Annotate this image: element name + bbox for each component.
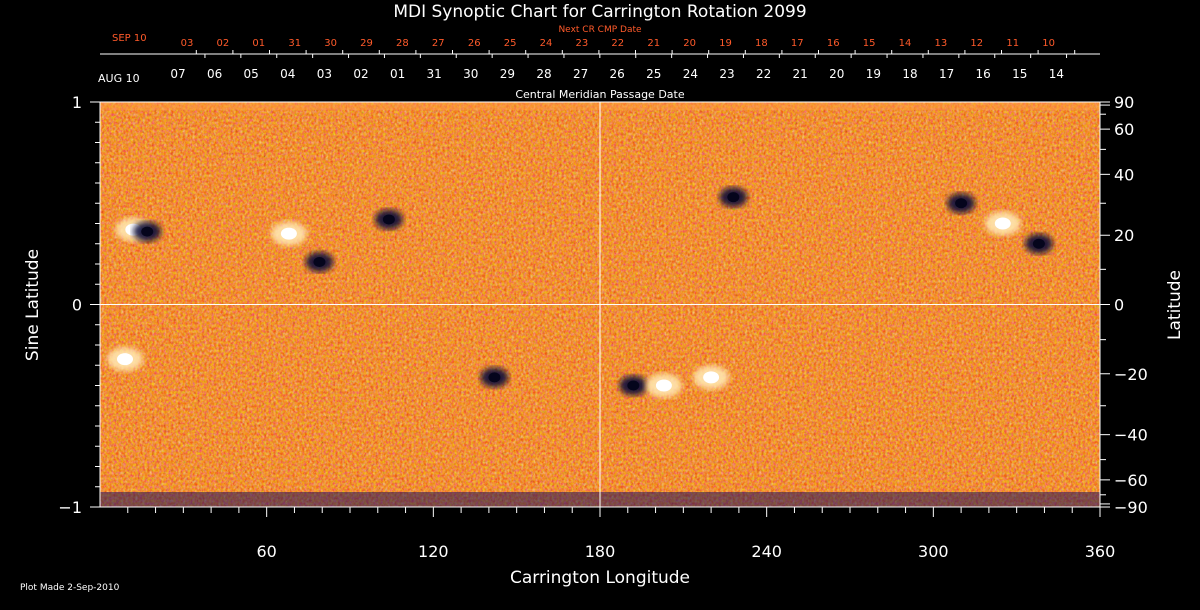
date-label: 02 — [353, 67, 368, 81]
date-label: 19 — [719, 38, 732, 49]
primary-axis-label: Central Meridian Passage Date — [515, 88, 684, 101]
negative-flux-core — [488, 372, 501, 383]
date-label: 22 — [611, 38, 624, 49]
date-label: 18 — [755, 38, 768, 49]
x-axis-ticks: 60 120 180 240 300 360 — [127, 507, 1116, 561]
secondary-axis-ticks: 03 02 01 31 30 29 28 27 26 25 24 23 22 21 20 19 18 17 16 15… — [181, 38, 1068, 58]
x-tick-label: 240 — [751, 542, 782, 561]
x-tick-label: 360 — [1085, 542, 1116, 561]
negative-flux-core — [627, 380, 640, 391]
date-label: 29 — [500, 67, 515, 81]
right-y-tick-label: 0 — [1114, 296, 1124, 315]
date-label: 22 — [756, 67, 771, 81]
left-y-tick-label: 0 — [72, 296, 82, 315]
left-y-tick-label: −1 — [58, 498, 82, 517]
secondary-axis-label: Next CR CMP Date — [558, 25, 642, 35]
x-tick-label: 60 — [256, 542, 276, 561]
date-label: 21 — [793, 67, 808, 81]
date-label: 16 — [827, 38, 840, 49]
date-label: 04 — [280, 67, 295, 81]
date-label: 26 — [468, 38, 481, 49]
date-label: 31 — [427, 67, 442, 81]
left-y-axis-ticks: −1 0 1 — [58, 93, 100, 517]
left-y-axis-label: Sine Latitude — [23, 249, 43, 361]
date-label: 17 — [939, 67, 954, 81]
date-label: 14 — [1049, 67, 1064, 81]
date-label: 10 — [1042, 38, 1055, 49]
primary-axis-ticks: 07 06 05 04 03 02 01 31 30 29 28 27 26 25 24 23 22 21 20 19… — [170, 50, 1076, 81]
date-label: 06 — [207, 67, 222, 81]
date-label: 15 — [863, 38, 876, 49]
positive-flux-core — [994, 217, 1011, 230]
date-label: 20 — [829, 67, 844, 81]
right-y-tick-label: 60 — [1114, 120, 1134, 139]
date-label: 23 — [719, 67, 734, 81]
date-label: 23 — [576, 38, 589, 49]
negative-flux-core — [1032, 238, 1045, 249]
date-label: 01 — [252, 38, 265, 49]
date-label: 24 — [683, 67, 698, 81]
positive-flux-core — [280, 227, 297, 240]
date-label: 03 — [317, 67, 332, 81]
date-label: 30 — [463, 67, 478, 81]
date-label: 26 — [610, 67, 625, 81]
date-label: 27 — [573, 67, 588, 81]
negative-flux-core — [382, 214, 395, 225]
date-label: 11 — [1006, 38, 1019, 49]
negative-flux-core — [727, 192, 740, 203]
positive-flux-core — [703, 371, 720, 384]
x-tick-label: 180 — [585, 542, 616, 561]
date-label: 25 — [504, 38, 517, 49]
date-label: 19 — [866, 67, 881, 81]
negative-flux-core — [955, 198, 968, 209]
date-label: 15 — [1012, 67, 1027, 81]
x-tick-label: 120 — [418, 542, 449, 561]
date-label: 03 — [181, 38, 194, 49]
right-y-tick-label: −40 — [1114, 426, 1148, 445]
date-label: 07 — [170, 67, 185, 81]
right-y-axis-label: Latitude — [1165, 270, 1185, 340]
date-label: 30 — [324, 38, 337, 49]
date-label: 24 — [540, 38, 553, 49]
date-label: 17 — [791, 38, 804, 49]
date-label: 02 — [217, 38, 230, 49]
negative-flux-core — [313, 256, 326, 267]
date-label: 27 — [432, 38, 445, 49]
active-regions — [107, 187, 1053, 398]
date-label: 14 — [899, 38, 912, 49]
x-axis-label: Carrington Longitude — [510, 568, 690, 588]
right-y-tick-label: −20 — [1114, 365, 1148, 384]
left-y-tick-label: 1 — [72, 93, 82, 112]
right-y-tick-label: 40 — [1114, 165, 1134, 184]
date-label: 12 — [970, 38, 983, 49]
right-y-axis-ticks: 90 60 40 20 0 −20 −40 −60 −90 — [1100, 93, 1148, 517]
date-label: 01 — [390, 67, 405, 81]
date-label: 21 — [647, 38, 660, 49]
date-label: 28 — [536, 67, 551, 81]
secondary-axis-start: SEP 10 — [112, 33, 147, 44]
plot-made-date: Plot Made 2-Sep-2010 — [20, 583, 120, 593]
date-label: 28 — [396, 38, 409, 49]
date-label: 29 — [360, 38, 373, 49]
chart-title: MDI Synoptic Chart for Carrington Rotati… — [393, 2, 806, 22]
primary-axis-start: AUG 10 — [98, 72, 140, 85]
right-y-tick-label: 90 — [1114, 93, 1134, 112]
date-label: 31 — [288, 38, 301, 49]
right-y-tick-label: −60 — [1114, 471, 1148, 490]
date-label: 16 — [976, 67, 991, 81]
date-label: 18 — [902, 67, 917, 81]
positive-flux-core — [117, 353, 133, 366]
negative-flux-core — [141, 226, 154, 237]
positive-flux-core — [655, 379, 672, 392]
date-label: 05 — [244, 67, 259, 81]
right-y-tick-label: −90 — [1114, 498, 1148, 517]
x-tick-label: 300 — [918, 542, 949, 561]
date-label: 13 — [935, 38, 948, 49]
right-y-tick-label: 20 — [1114, 226, 1134, 245]
date-label: 25 — [646, 67, 661, 81]
date-label: 20 — [683, 38, 696, 49]
